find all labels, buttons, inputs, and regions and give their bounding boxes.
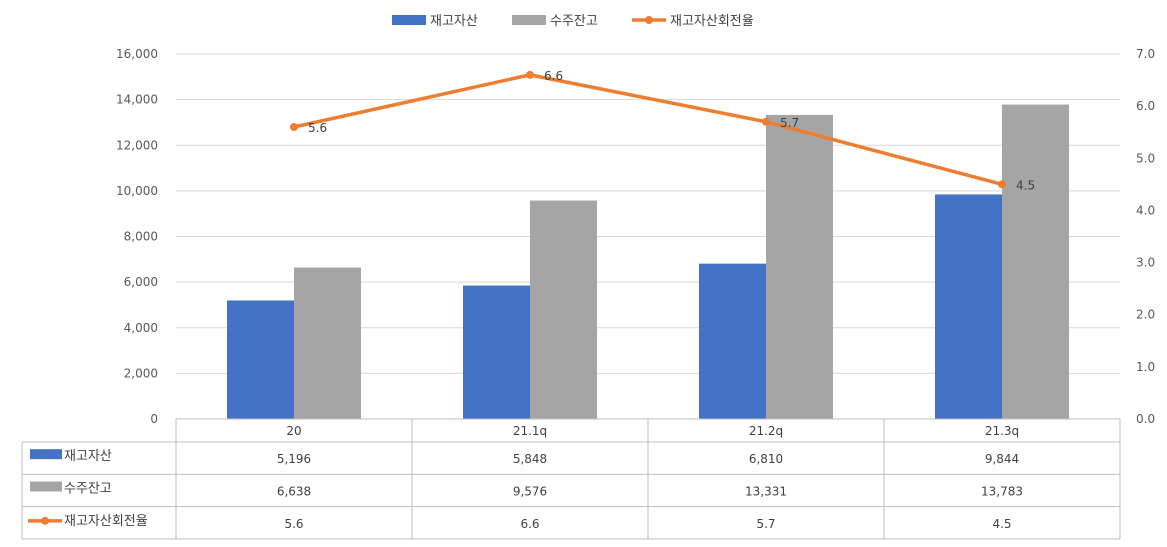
- table-row-label: 재고자산: [64, 449, 112, 464]
- table-cell: 5.7: [756, 517, 775, 531]
- y-right-tick-label: 2.0: [1136, 308, 1155, 322]
- table-legend-marker: [41, 516, 49, 525]
- data-label: 5.6: [308, 121, 327, 135]
- y-left-tick-label: 6,000: [124, 275, 158, 289]
- axis-ticks-group: 0 2,000 4,000 6,000 8,000 10,000 12,000 14,000 1…: [116, 47, 1155, 426]
- y-left-tick-label: 12,000: [116, 138, 158, 152]
- table-cell: 13,783: [981, 485, 1023, 499]
- x-category-label: 21.3q: [985, 424, 1019, 438]
- y-right-tick-label: 7.0: [1136, 47, 1155, 61]
- legend-swatch: [392, 15, 426, 25]
- table-cell: 6.6: [520, 517, 539, 531]
- y-right-tick-label: 4.0: [1136, 203, 1155, 217]
- line-point: [526, 70, 534, 79]
- legend-label: 재고자산: [430, 14, 478, 29]
- table-row-label: 수주잔고: [64, 482, 112, 497]
- y-left-tick-label: 0: [150, 412, 158, 426]
- table-cell: 5,848: [513, 452, 547, 466]
- bar: [766, 114, 833, 419]
- table-cell: 9,844: [985, 452, 1019, 466]
- y-right-tick-label: 0.0: [1136, 412, 1155, 426]
- y-right-tick-label: 1.0: [1136, 360, 1155, 374]
- table-cell: 4.5: [992, 517, 1011, 531]
- y-left-tick-label: 16,000: [116, 47, 158, 61]
- bar: [463, 285, 530, 419]
- legend-label: 수주잔고: [550, 14, 598, 29]
- bar: [935, 194, 1002, 419]
- line-point: [998, 180, 1006, 189]
- line-series-group: 5.6 6.6 5.7 4.5: [290, 69, 1035, 192]
- line-point: [762, 117, 770, 126]
- table-legend-key: [30, 449, 62, 460]
- data-table: 20 21.1q 21.2q 21.3q 재고자산 5,196 5,848 6,810 9,84…: [21, 418, 1121, 540]
- data-label: 4.5: [1016, 178, 1035, 192]
- table-cell: 5.6: [284, 517, 303, 531]
- table-cell: 5,196: [277, 452, 311, 466]
- bar: [1002, 104, 1069, 419]
- bar: [227, 300, 294, 419]
- table-cell: 9,576: [513, 485, 547, 499]
- legend-marker: [645, 16, 653, 24]
- series-line: [293, 73, 1003, 187]
- table-legend-key: [30, 481, 62, 492]
- table-cell: 6,810: [749, 452, 783, 466]
- y-right-tick-label: 6.0: [1136, 99, 1155, 113]
- y-left-tick-label: 14,000: [116, 93, 158, 107]
- y-left-tick-label: 8,000: [124, 230, 158, 244]
- table-row-label: 재고자산회전율: [64, 514, 148, 529]
- y-left-tick-label: 4,000: [124, 321, 158, 335]
- bar: [294, 267, 361, 419]
- bar: [530, 200, 597, 419]
- y-left-tick-label: 2,000: [124, 366, 158, 380]
- y-right-tick-label: 3.0: [1136, 256, 1155, 270]
- x-category-label: 21.1q: [513, 424, 547, 438]
- legend: 재고자산 수주잔고 재고자산회전율: [392, 14, 754, 29]
- line-point: [290, 123, 298, 131]
- y-right-tick-label: 5.0: [1136, 151, 1155, 165]
- x-category-label: 21.2q: [749, 424, 783, 438]
- legend-swatch: [512, 15, 546, 25]
- bar: [699, 263, 766, 419]
- bars-group: [227, 104, 1069, 419]
- data-label: 5.7: [780, 116, 799, 130]
- y-left-tick-label: 10,000: [116, 184, 158, 198]
- legend-label: 재고자산회전율: [670, 14, 754, 29]
- table-cell: 6,638: [277, 485, 311, 499]
- table-cell: 13,331: [745, 485, 787, 499]
- x-category-label: 20: [286, 424, 301, 438]
- data-label: 6.6: [544, 69, 563, 83]
